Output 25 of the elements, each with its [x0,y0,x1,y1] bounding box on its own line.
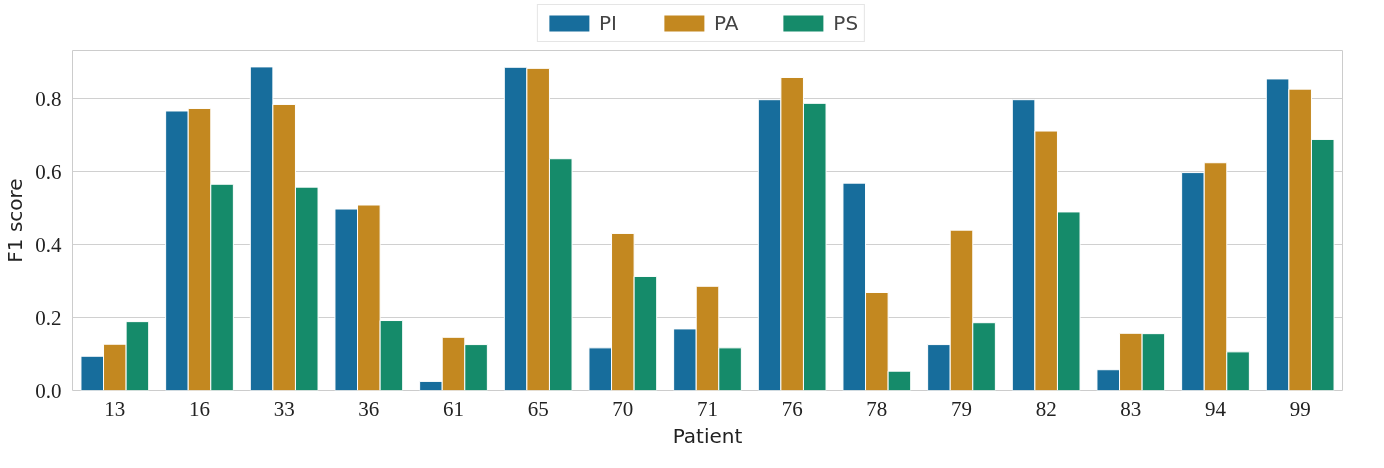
legend-label: PS [833,11,859,35]
x-tick-label: 70 [612,396,634,421]
x-tick-label: 61 [443,396,464,421]
x-tick-label: 36 [358,396,380,421]
x-tick-label: 16 [189,396,210,421]
x-tick-label: 99 [1289,396,1311,421]
legend-label: PA [713,11,739,35]
x-tick-label: 82 [1035,396,1057,421]
y-tick-label: 0.6 [35,159,62,184]
x-tick-label: 71 [697,396,718,421]
y-tick-label: 0.2 [35,305,62,330]
x-tick-label: 13 [104,396,126,421]
x-axis-title: Patient [672,423,743,448]
x-tick-label: 76 [781,396,803,421]
y-tick-label: 0.0 [35,378,62,403]
x-tick-label: 83 [1120,396,1142,421]
legend-label: PI [598,11,618,35]
y-tick-label: 0.4 [35,232,62,257]
y-tick-label: 0.8 [35,86,62,111]
x-tick-label: 65 [527,396,549,421]
x-tick-label: 78 [866,396,888,421]
x-tick-label: 79 [951,396,972,421]
x-tick-label: 33 [273,396,295,421]
x-tick-label: 94 [1205,396,1227,421]
y-axis-title: F1 score [3,178,28,263]
